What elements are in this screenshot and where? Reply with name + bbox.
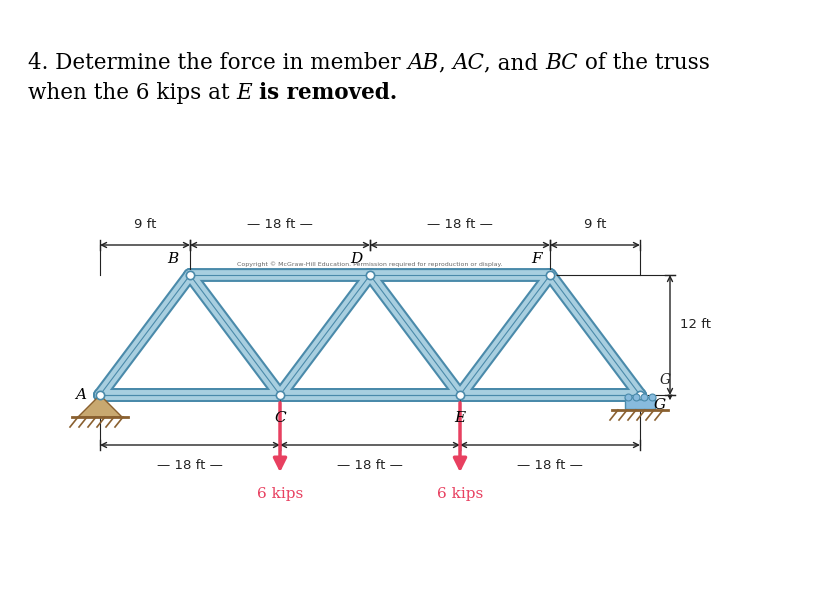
Text: C: C — [274, 411, 285, 425]
Text: — 18 ft —: — 18 ft — — [337, 459, 403, 472]
Text: B: B — [166, 252, 178, 266]
Text: when the 6 kips at: when the 6 kips at — [28, 82, 237, 104]
Text: G: G — [658, 373, 670, 387]
Text: E: E — [237, 82, 252, 104]
Text: 9 ft: 9 ft — [583, 218, 605, 231]
Text: AB: AB — [407, 52, 438, 74]
Text: 9 ft: 9 ft — [134, 218, 156, 231]
Text: BC: BC — [545, 52, 577, 74]
Text: ,: , — [438, 52, 452, 74]
Text: — 18 ft —: — 18 ft — — [427, 218, 492, 231]
Text: 6 kips: 6 kips — [437, 487, 482, 501]
Text: , and: , and — [484, 52, 545, 74]
Polygon shape — [78, 395, 122, 417]
Text: AC: AC — [452, 52, 484, 74]
Text: 4. Determine the force in member: 4. Determine the force in member — [28, 52, 407, 74]
Text: E: E — [454, 411, 465, 425]
Text: of the truss: of the truss — [577, 52, 709, 74]
Text: F: F — [531, 252, 542, 266]
FancyBboxPatch shape — [624, 397, 654, 409]
Text: D: D — [349, 252, 361, 266]
Text: — 18 ft —: — 18 ft — — [516, 459, 582, 472]
Text: 12 ft: 12 ft — [679, 318, 710, 332]
Text: G: G — [653, 398, 665, 412]
Text: A: A — [75, 388, 86, 402]
Text: is removed.: is removed. — [259, 82, 397, 104]
Text: — 18 ft —: — 18 ft — — [157, 459, 222, 472]
Text: Copyright © McGraw-Hill Education. Permission required for reproduction or displ: Copyright © McGraw-Hill Education. Permi… — [237, 261, 502, 267]
Text: — 18 ft —: — 18 ft — — [246, 218, 313, 231]
Text: 6 kips: 6 kips — [256, 487, 303, 501]
